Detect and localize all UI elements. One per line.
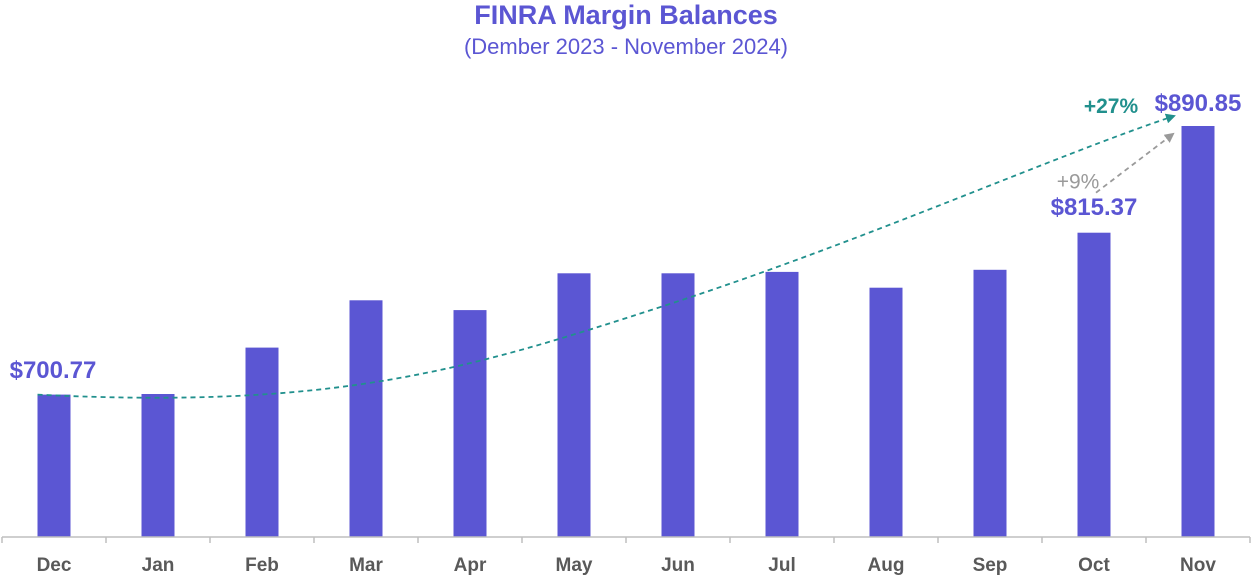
- x-tick-label-nov: Nov: [1180, 555, 1216, 576]
- bar-feb: [245, 347, 279, 537]
- x-tick-label-jan: Jan: [142, 555, 175, 576]
- bar-jul: [765, 271, 799, 537]
- bar-aug: [869, 287, 903, 537]
- data-label-nov: $890.85: [1155, 90, 1242, 117]
- x-tick-label-apr: Apr: [454, 555, 487, 576]
- sub-trend-annotation: +9%: [1057, 171, 1100, 194]
- trend-annotation: +27%: [1084, 95, 1139, 118]
- bar-may: [557, 273, 591, 537]
- sub-trend-arrow-line: [1095, 132, 1175, 194]
- x-tick-label-dec: Dec: [37, 555, 72, 576]
- x-tick-label-sep: Sep: [973, 555, 1008, 576]
- x-tick-label-feb: Feb: [245, 555, 279, 576]
- x-tick-label-mar: Mar: [349, 555, 383, 576]
- bar-apr: [453, 310, 487, 537]
- bar-oct: [1077, 232, 1111, 537]
- trend-arrow-line: [37, 113, 1176, 399]
- chart-subtitle: (Dember 2023 - November 2024): [463, 34, 789, 59]
- bar-jan: [141, 394, 175, 537]
- chart-title: FINRA Margin Balances: [474, 0, 778, 30]
- x-tick-label-aug: Aug: [868, 555, 905, 576]
- x-tick-label-jul: Jul: [768, 555, 795, 576]
- bar-nov: [1181, 126, 1215, 537]
- bar-mar: [349, 300, 383, 537]
- bar-jun: [661, 273, 695, 537]
- x-tick-label-jun: Jun: [661, 555, 695, 576]
- x-tick-label-may: May: [556, 555, 593, 576]
- data-label-dec: $700.77: [10, 357, 97, 384]
- bar-dec: [37, 394, 71, 537]
- x-tick-label-oct: Oct: [1078, 555, 1110, 576]
- data-label-oct: $815.37: [1051, 194, 1138, 221]
- bar-sep: [973, 269, 1007, 537]
